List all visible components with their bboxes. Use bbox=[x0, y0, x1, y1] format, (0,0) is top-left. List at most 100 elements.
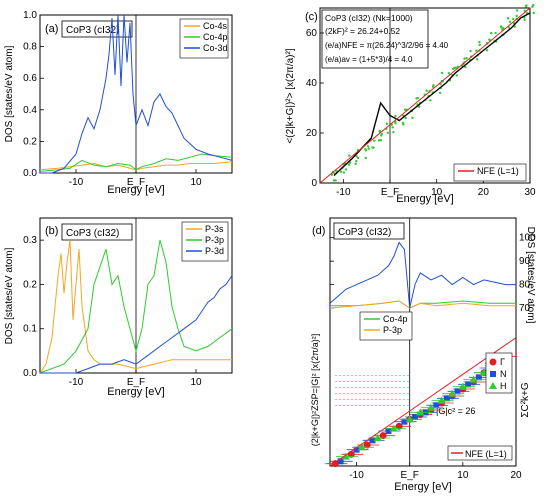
y-tick-label: 100 bbox=[519, 233, 536, 244]
legend-label: Co-4s bbox=[203, 21, 228, 31]
legend-label: P-3p bbox=[205, 235, 224, 245]
n-point bbox=[465, 381, 472, 388]
x-tick-label: 10 bbox=[190, 377, 202, 388]
scatter-point bbox=[347, 163, 351, 166]
scatter-point bbox=[513, 25, 517, 28]
y-tick-label: 60 bbox=[306, 28, 318, 39]
n-point bbox=[475, 374, 482, 381]
panel-d: (d) CoP3 (cI32) Energy [eV] (2|k+G|)²ZSP… bbox=[310, 217, 536, 493]
scatter-point bbox=[417, 105, 421, 108]
legend-marker-label: N bbox=[500, 369, 507, 379]
x-tick-label: 20 bbox=[510, 470, 522, 481]
scatter-point bbox=[348, 154, 351, 157]
scatter-point bbox=[478, 40, 481, 44]
panel-b: (b) CoP3 (cI32) Energy [eV] DOS [states/… bbox=[4, 217, 233, 398]
y-tick-label: 0 bbox=[311, 178, 317, 189]
scatter-point bbox=[425, 89, 428, 92]
legend-label: NFE (L=1) bbox=[477, 166, 519, 176]
scatter-point bbox=[475, 58, 479, 61]
panel-a: (a) CoP3 (cI32) Energy [eV] DOS [states/… bbox=[4, 10, 233, 196]
series-line bbox=[39, 240, 232, 374]
y-tick-label: 0.4 bbox=[23, 105, 37, 116]
scatter-point bbox=[485, 49, 489, 52]
h-point bbox=[416, 408, 425, 416]
y-tick-label: 0.2 bbox=[23, 279, 37, 290]
panel-b-xlabel: Energy [eV] bbox=[107, 386, 164, 398]
h-point bbox=[426, 403, 435, 411]
x-tick-label: E_F bbox=[127, 377, 145, 388]
x-tick-label: E_F bbox=[381, 187, 399, 198]
scatter-point bbox=[377, 139, 381, 142]
scatter-point bbox=[515, 14, 518, 18]
marker-legend-box bbox=[485, 352, 513, 394]
series-line bbox=[39, 239, 233, 374]
scatter-point bbox=[532, 3, 535, 7]
scatter-point bbox=[355, 155, 358, 158]
x-tick-label: 30 bbox=[524, 187, 536, 198]
svg-text:CoP3 (cI32): CoP3 (cI32) bbox=[66, 25, 119, 36]
legend-label: Co-4p bbox=[203, 32, 228, 42]
y-tick-label: 40 bbox=[306, 78, 318, 89]
y-tick-label: 70 bbox=[519, 303, 531, 314]
panel-a-ylabel: DOS [states/eV atom] bbox=[4, 45, 15, 142]
scatter-point bbox=[344, 168, 348, 171]
scatter-point bbox=[379, 138, 382, 142]
legend-marker-label: Γ bbox=[500, 357, 505, 367]
x-tick-label: 10 bbox=[431, 187, 443, 198]
panel-c-ylabel: <(2|k+G|)²> [x(2π/a)²] bbox=[285, 48, 296, 143]
series-line bbox=[319, 7, 531, 184]
scatter-point bbox=[394, 114, 397, 118]
panel-d-legend: Co-4pP-3p ΓNH NFE (L=1) bbox=[359, 311, 513, 461]
scatter-point bbox=[478, 43, 481, 47]
svg-text:CoP3 (cI32): CoP3 (cI32) bbox=[66, 228, 119, 239]
y-tick-label: 0.8 bbox=[23, 42, 37, 53]
scatter-point bbox=[447, 72, 451, 75]
gamma-point bbox=[379, 432, 387, 440]
scatter-point bbox=[455, 74, 459, 77]
scatter-point bbox=[515, 9, 519, 12]
panel-d-xlabel: Energy [eV] bbox=[394, 481, 451, 493]
y-tick-label: 0.0 bbox=[23, 368, 37, 379]
panel-d-marks: -10 E_F 10 20 70 80 90 100 bbox=[325, 218, 536, 481]
h-point bbox=[448, 389, 457, 397]
scatter-point bbox=[452, 67, 455, 71]
scatter-point bbox=[463, 57, 466, 60]
legend-label: Co-3d bbox=[203, 43, 228, 53]
panel-b-legend: P-3sP-3pP-3d bbox=[181, 221, 229, 262]
nfe-legend-box bbox=[447, 445, 513, 461]
legend-marker-label: H bbox=[500, 381, 507, 391]
y-tick-label: 0.1 bbox=[23, 324, 37, 335]
y-tick-label: 80 bbox=[519, 280, 531, 291]
scatter-point bbox=[386, 131, 389, 134]
panel-c-frame bbox=[319, 7, 531, 184]
panel-d-frame bbox=[329, 217, 517, 467]
panel-d-ylabel-right-bottom: ΣC²k+G bbox=[520, 382, 531, 418]
y-tick-label: 0.2 bbox=[23, 136, 37, 147]
scatter-point bbox=[334, 179, 337, 182]
legend-n-marker bbox=[490, 371, 496, 377]
scatter-point bbox=[488, 38, 491, 41]
scatter-point bbox=[475, 49, 478, 52]
legend-label: P-3s bbox=[205, 224, 224, 234]
legend-box bbox=[453, 163, 527, 182]
scatter-point bbox=[532, 11, 535, 15]
x-tick-label: -10 bbox=[69, 177, 84, 188]
n-point bbox=[337, 458, 344, 465]
legend-label: Co-4p bbox=[383, 314, 408, 324]
scatter-point bbox=[392, 130, 395, 134]
scatter-point bbox=[464, 65, 467, 69]
legend-gamma-marker bbox=[489, 358, 497, 366]
series-line bbox=[40, 14, 233, 174]
series-line bbox=[329, 241, 516, 309]
nfe-legend-label: NFE (L=1) bbox=[465, 449, 507, 459]
scatter-point bbox=[506, 17, 510, 20]
panel-b-tag: CoP3 (cI32) bbox=[61, 223, 133, 241]
panel-b-marks: -10 E_F 10 0.0 0.1 0.2 0.3 bbox=[23, 218, 233, 388]
nfe-line bbox=[329, 337, 517, 467]
y-tick-label: 20 bbox=[306, 128, 318, 139]
panel-b-ylabel: DOS [states/eV atom] bbox=[4, 247, 15, 344]
n-point bbox=[412, 414, 419, 420]
scatter-point bbox=[523, 18, 526, 22]
x-tick-label: 20 bbox=[478, 187, 490, 198]
